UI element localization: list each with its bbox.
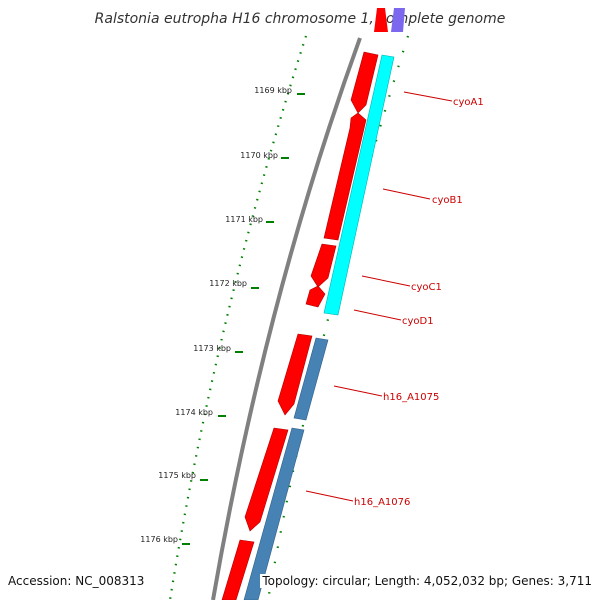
- cds-cyoD1[interactable]: [305, 285, 326, 308]
- gene-label-cyoD1[interactable]: cyoD1: [402, 316, 434, 327]
- gene-labels: cyoA1 cyoB1 cyoC1 cyoD1 h16_A1075 h16_A1…: [354, 97, 484, 508]
- gene-label-cyoC1[interactable]: cyoC1: [411, 282, 442, 293]
- ruler-tick-marks: [182, 93, 305, 545]
- ruler-label: 1172 kbp: [209, 279, 247, 288]
- leader-line-cyoA1: [403, 91, 453, 102]
- ruler-label: 1171 kbp: [225, 215, 263, 224]
- gc-skew-track: [168, 35, 308, 600]
- gene-label-cyoB1[interactable]: cyoB1: [432, 195, 463, 206]
- ruler-label: 1173 kbp: [193, 344, 231, 353]
- leader-line-h16-A1076: [305, 490, 354, 502]
- cog-feature-top[interactable]: [391, 8, 405, 32]
- cds-cyoB1[interactable]: [323, 112, 367, 241]
- gene-label-h16-A1076[interactable]: h16_A1076: [354, 497, 410, 508]
- accession-text: Accession: NC_008313: [6, 574, 147, 588]
- cds-track: [221, 51, 379, 600]
- ruler-label: 1174 kbp: [175, 408, 213, 417]
- cds-bottom[interactable]: [221, 539, 255, 600]
- cds-feature-top[interactable]: [374, 8, 388, 32]
- chromosome-backbone: [211, 37, 362, 600]
- leader-line-cyoD1: [353, 309, 402, 321]
- cds-h16-A1075[interactable]: [277, 333, 313, 416]
- topology-text: Topology: circular; Length: 4,052,032 bp…: [260, 574, 594, 588]
- cog-h16-A1076[interactable]: [243, 427, 305, 600]
- gene-label-h16-A1075[interactable]: h16_A1075: [383, 392, 439, 403]
- feature-dots-track: [266, 35, 410, 600]
- leader-line-h16-A1075: [333, 385, 383, 397]
- cds-h16-A1076[interactable]: [244, 427, 289, 532]
- gene-label-cyoA1[interactable]: cyoA1: [453, 97, 484, 108]
- map-title: Ralstonia eutropha H16 chromosome 1, com…: [95, 11, 506, 27]
- leader-line-cyoC1: [361, 275, 411, 287]
- gene-leader-lines: [305, 91, 453, 502]
- cog-track: [243, 54, 395, 600]
- cds-cyoC1[interactable]: [310, 243, 337, 288]
- ruler-label: 1176 kbp: [140, 535, 178, 544]
- cog-cyo-operon[interactable]: [323, 54, 395, 316]
- ruler-labels: 1169 kbp 1170 kbp 1171 kbp 1172 kbp 1173…: [140, 86, 292, 544]
- leader-line-cyoB1: [382, 188, 431, 200]
- ruler-label: 1169 kbp: [254, 86, 292, 95]
- cog-h16-A1075[interactable]: [293, 337, 329, 421]
- cds-cyoA1[interactable]: [350, 51, 379, 114]
- ruler-label: 1175 kbp: [158, 471, 196, 480]
- ruler-label: 1170 kbp: [240, 151, 278, 160]
